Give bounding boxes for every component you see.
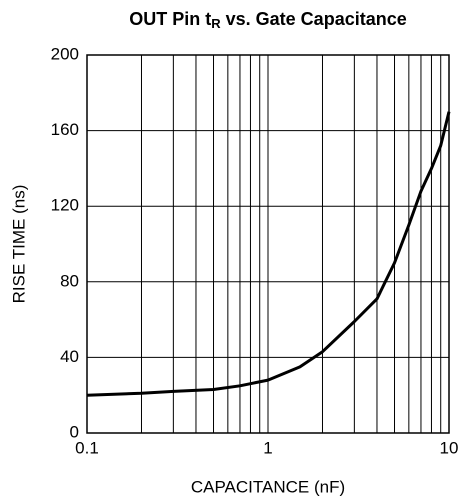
- chart-title: OUT Pin tR vs. Gate Capacitance: [129, 9, 406, 32]
- x-tick-label: 10: [440, 438, 459, 457]
- data-line: [86, 111, 451, 397]
- title-part: vs. Gate Capacitance: [221, 9, 407, 29]
- title-part: OUT Pin t: [129, 9, 211, 29]
- y-tick-label: 80: [60, 271, 79, 290]
- y-tick-label: 200: [51, 44, 79, 63]
- x-tick-label: 1: [263, 438, 272, 457]
- y-axis-label: RISE TIME (ns): [9, 185, 28, 304]
- y-tick-label: 0: [70, 422, 79, 441]
- y-tick-label: 40: [60, 347, 79, 366]
- x-tick-label: 0.1: [75, 438, 99, 457]
- x-axis-label: CAPACITANCE (nF): [191, 477, 345, 496]
- y-tick-label: 120: [51, 196, 79, 215]
- y-tick-label: 160: [51, 120, 79, 139]
- plot-frame: [86, 54, 450, 434]
- title-subscript: R: [211, 16, 221, 31]
